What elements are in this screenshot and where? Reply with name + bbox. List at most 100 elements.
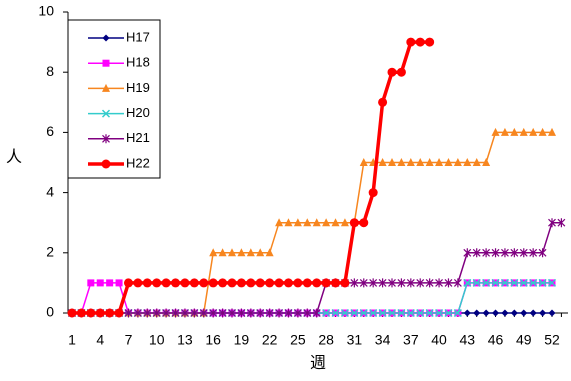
x-tick-label: 25 [290, 332, 306, 348]
series-line [72, 282, 552, 314]
marker [143, 308, 152, 318]
marker [473, 309, 481, 317]
x-tick-label: 43 [460, 332, 476, 348]
marker [415, 37, 425, 47]
marker [218, 248, 227, 257]
marker [529, 248, 538, 258]
marker [283, 278, 293, 288]
x-tick-label: 10 [149, 332, 165, 348]
marker [519, 127, 528, 136]
marker [102, 59, 110, 67]
marker [539, 309, 547, 317]
marker [275, 218, 284, 227]
marker [472, 158, 481, 166]
y-tick-label: 6 [46, 123, 54, 139]
marker [256, 308, 265, 318]
marker [378, 278, 387, 288]
x-tick-label: 40 [431, 332, 447, 348]
marker [387, 67, 397, 77]
marker [416, 278, 425, 288]
legend-label: H17 [126, 29, 150, 44]
marker [510, 278, 519, 287]
x-tick-label: 4 [96, 332, 104, 348]
marker [302, 278, 312, 288]
marker [218, 278, 228, 288]
y-tick-label: 2 [46, 244, 54, 260]
marker [359, 308, 368, 318]
marker [472, 278, 481, 287]
marker [529, 309, 537, 317]
marker [396, 67, 406, 77]
x-tick-label: 34 [375, 332, 391, 348]
marker [303, 218, 312, 227]
marker [284, 308, 293, 318]
marker [435, 278, 443, 288]
marker [236, 278, 246, 288]
marker [538, 278, 547, 287]
marker [406, 308, 415, 318]
marker [274, 278, 284, 288]
marker [463, 309, 471, 317]
marker [293, 278, 303, 288]
marker [416, 308, 425, 318]
marker [510, 248, 519, 258]
marker [142, 278, 152, 288]
marker [397, 308, 406, 318]
marker [453, 158, 462, 166]
marker [482, 278, 491, 287]
marker [519, 278, 528, 287]
y-tick-label: 8 [46, 63, 54, 79]
marker [76, 308, 86, 318]
marker [106, 279, 114, 287]
marker [510, 127, 519, 136]
marker [492, 309, 500, 317]
marker [453, 278, 462, 288]
marker [209, 248, 218, 257]
marker [256, 248, 265, 257]
marker [265, 308, 274, 318]
marker [102, 134, 110, 144]
marker [425, 158, 434, 166]
marker [463, 158, 472, 166]
x-tick-label: 13 [177, 332, 193, 348]
marker [397, 158, 406, 166]
marker [246, 248, 255, 257]
marker [237, 308, 246, 318]
x-axis-label: 週 [310, 354, 326, 372]
marker [425, 37, 435, 47]
marker [388, 278, 396, 288]
y-tick-label: 10 [38, 3, 54, 19]
x-tick-label: 19 [234, 332, 250, 348]
marker [501, 309, 509, 317]
marker [500, 127, 509, 136]
marker [548, 127, 556, 136]
marker [340, 218, 349, 227]
marker [444, 278, 453, 288]
marker [102, 83, 110, 92]
marker [482, 158, 491, 166]
x-tick-label: 7 [125, 332, 133, 348]
marker [359, 158, 368, 166]
marker [162, 308, 171, 318]
marker [181, 308, 189, 318]
marker [435, 308, 444, 318]
marker [547, 278, 557, 287]
x-tick-label: 22 [262, 332, 278, 348]
marker [227, 278, 237, 288]
marker [67, 308, 77, 318]
marker [378, 158, 387, 166]
legend-label: H19 [126, 80, 150, 95]
series-line [72, 282, 552, 314]
marker [152, 308, 161, 318]
marker [350, 278, 359, 288]
marker [331, 218, 340, 227]
marker [463, 248, 472, 258]
marker [114, 308, 124, 318]
marker [293, 218, 302, 227]
y-tick-label: 0 [46, 304, 54, 320]
marker [124, 308, 133, 318]
marker [133, 278, 143, 288]
x-tick-label: 46 [488, 332, 504, 348]
marker [425, 308, 434, 318]
